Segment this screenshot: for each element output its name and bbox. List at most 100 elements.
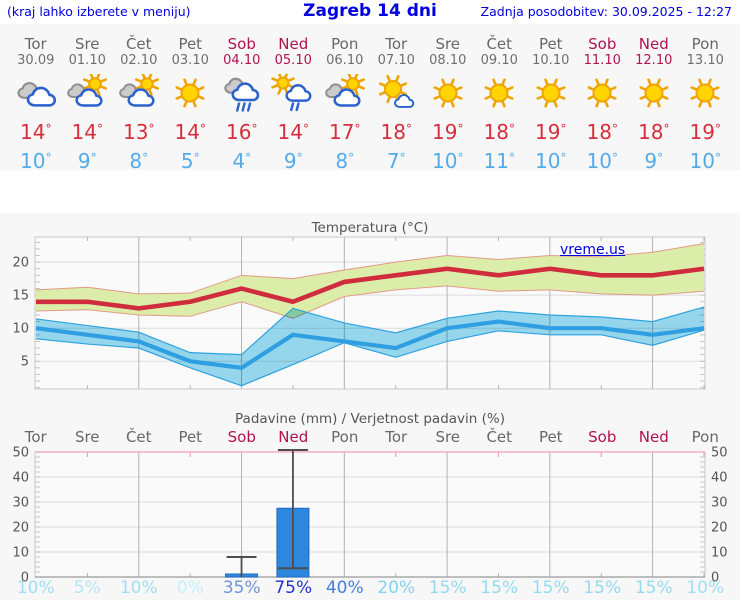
degree-symbol: ° xyxy=(457,122,464,136)
svg-text:30: 30 xyxy=(711,496,728,511)
high-temperature: 14° xyxy=(71,120,103,144)
low-temperature: 8° xyxy=(335,149,355,173)
watermark-link[interactable]: vreme.us xyxy=(560,242,626,258)
day-date: 10.10 xyxy=(532,53,570,68)
low-temperature: 11° xyxy=(483,149,515,173)
degree-symbol: ° xyxy=(457,151,464,165)
degree-symbol: ° xyxy=(148,122,155,136)
forecast-day-column[interactable]: Pet 10.10 19° 10° xyxy=(525,24,577,173)
charts-section: Temperatura (°C) 5 10 15 20 vreme.us Padavi… xyxy=(0,213,740,600)
forecast-day-column[interactable]: Pon 13.10 19° 10° xyxy=(680,24,732,173)
forecast-day-column[interactable]: Sob 11.10 18° 10° xyxy=(577,24,629,173)
temp-plot-area: 5 10 15 20 xyxy=(12,236,706,390)
low-temperature: 5° xyxy=(180,149,200,173)
precip-probability: 15% xyxy=(634,578,673,598)
precip-day-label: Sob xyxy=(588,428,617,446)
high-temperature: 19° xyxy=(689,120,721,144)
degree-symbol: ° xyxy=(348,151,355,165)
day-name: Pon xyxy=(331,35,359,53)
forecast-day-column[interactable]: Čet 02.10 13° 8° xyxy=(113,24,165,173)
svg-text:20: 20 xyxy=(12,256,29,271)
precip-probability: 15% xyxy=(480,578,519,598)
high-temperature: 18° xyxy=(483,120,515,144)
low-temperature: 9° xyxy=(283,149,303,173)
svg-text:20: 20 xyxy=(12,521,29,536)
degree-symbol: ° xyxy=(508,122,515,136)
precip-probability: 15% xyxy=(583,578,622,598)
forecast-day-column[interactable]: Sre 01.10 14° 9° xyxy=(62,24,114,173)
high-temperature: 16° xyxy=(226,120,258,144)
forecast-day-column[interactable]: Ned 12.10 18° 9° xyxy=(628,24,680,173)
day-name: Tor xyxy=(385,35,408,53)
precip-day-label: Čet xyxy=(486,428,513,446)
degree-symbol: ° xyxy=(611,122,618,136)
svg-text:10: 10 xyxy=(12,322,29,337)
degree-symbol: ° xyxy=(399,151,406,165)
degree-symbol: ° xyxy=(90,151,97,165)
day-date: 01.10 xyxy=(68,53,106,68)
precip-probability: 15% xyxy=(531,578,570,598)
day-name: Pet xyxy=(178,35,203,53)
day-name: Sre xyxy=(435,35,461,53)
precip-grid: 0 0 10 10 20 20 30 30 40 40 50 50 xyxy=(12,446,727,586)
degree-symbol: ° xyxy=(560,122,567,136)
day-name: Sob xyxy=(227,35,256,53)
temperature-chart: 5 10 15 20 xyxy=(12,236,706,390)
svg-text:40: 40 xyxy=(711,471,728,486)
precip-day-label: Tor xyxy=(24,428,47,446)
cloudy-icon xyxy=(10,74,62,114)
degree-symbol: ° xyxy=(142,151,149,165)
forecast-day-column[interactable]: Ned 05.10 14° 9° xyxy=(268,24,320,173)
sunny-icon xyxy=(628,74,680,114)
day-name: Čet xyxy=(125,35,152,53)
precip-day-label: Tor xyxy=(385,428,408,446)
high-temperature: 19° xyxy=(432,120,464,144)
precip-error-bar xyxy=(277,449,308,570)
low-temperature: 10° xyxy=(432,149,464,173)
forecast-day-column[interactable]: Tor 07.10 18° 7° xyxy=(371,24,423,173)
precip-error-bar xyxy=(226,556,257,577)
partly-cloudy-icon xyxy=(62,71,114,114)
low-temperature: 7° xyxy=(386,149,406,173)
precip-probability: 10% xyxy=(16,578,55,598)
min-temp-line xyxy=(35,319,705,370)
sunny-icon xyxy=(422,74,474,114)
day-date: 08.10 xyxy=(429,53,467,68)
forecast-strip: Tor 30.09 14° 10° Sre 01.10 14° 9° Čet 0… xyxy=(0,24,740,173)
day-date: 02.10 xyxy=(120,53,158,68)
precip-day-label: Sob xyxy=(227,428,256,446)
day-name: Ned xyxy=(278,35,309,53)
degree-symbol: ° xyxy=(96,122,103,136)
low-temperature: 10° xyxy=(20,149,52,173)
precip-probability: 0% xyxy=(176,578,204,598)
day-date: 30.09 xyxy=(17,53,55,68)
forecast-day-column[interactable]: Sre 08.10 19° 10° xyxy=(422,24,474,173)
low-temperature: 4° xyxy=(232,149,252,173)
forecast-day-column[interactable]: Pet 03.10 14° 5° xyxy=(165,24,217,173)
precipitation-chart: 0 0 10 10 20 20 30 30 40 40 50 50 xyxy=(12,446,727,586)
sunny-icon xyxy=(680,74,732,114)
precip-probability: 5% xyxy=(73,578,101,598)
svg-text:0: 0 xyxy=(21,571,29,586)
high-temperature: 13° xyxy=(123,120,155,144)
forecast-day-column[interactable]: Čet 09.10 18° 11° xyxy=(474,24,526,173)
precip-probability-row: 10% 5% 10% 0% 35% 75% 40% 20% 15% 15% 15% 15% 15% 10% xyxy=(0,578,740,598)
day-date: 05.10 xyxy=(274,53,312,68)
day-date: 04.10 xyxy=(223,53,261,68)
temperature-chart-title: Temperatura (°C) xyxy=(311,220,429,236)
forecast-day-column[interactable]: Tor 30.09 14° 10° xyxy=(10,24,62,173)
day-date: 07.10 xyxy=(377,53,415,68)
day-name: Pon xyxy=(691,35,719,53)
forecast-day-column[interactable]: Pon 06.10 17° 8° xyxy=(319,24,371,173)
precip-day-label: Pet xyxy=(178,428,203,446)
svg-text:40: 40 xyxy=(12,471,29,486)
degree-symbol: ° xyxy=(199,122,206,136)
low-temperature: 9° xyxy=(644,149,664,173)
precip-day-label: Sre xyxy=(435,428,461,446)
precip-day-label: Pet xyxy=(538,428,563,446)
degree-symbol: ° xyxy=(714,151,721,165)
degree-symbol: ° xyxy=(45,151,52,165)
forecast-day-column[interactable]: Sob 04.10 16° 4° xyxy=(216,24,268,173)
degree-symbol: ° xyxy=(45,122,52,136)
precip-chart-title: Padavine (mm) / Verjetnost padavin (%) xyxy=(235,411,505,427)
